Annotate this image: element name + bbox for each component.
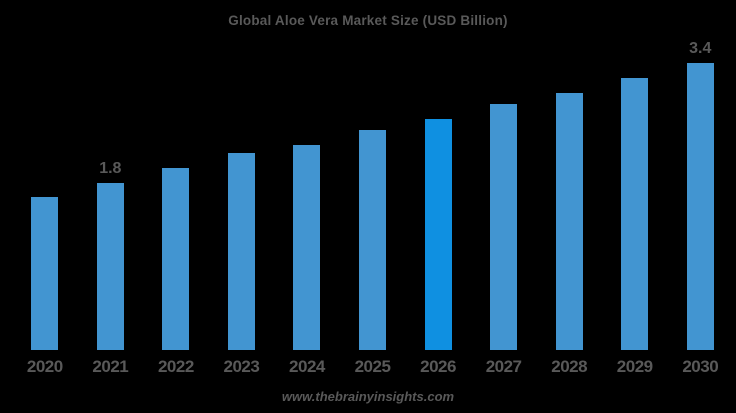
bar-group-2025 (340, 30, 406, 350)
bar-2025 (359, 130, 386, 350)
x-tick-2026: 2026 (420, 357, 456, 376)
bar-2027 (490, 104, 518, 350)
bar-group-2023 (209, 30, 275, 350)
x-tick-2022: 2022 (157, 357, 194, 376)
x-tick-2023: 2023 (223, 357, 260, 376)
bar-group-2027 (471, 30, 537, 350)
bar-2030 (686, 63, 714, 350)
bar-group-2020 (12, 30, 78, 350)
bar-2022 (162, 168, 190, 350)
bar-2026 (424, 119, 452, 350)
x-tick-2024: 2024 (289, 357, 325, 376)
x-tick-2029: 2029 (616, 357, 653, 376)
bar-group-2026 (405, 30, 471, 350)
bar-group-2030: 3.4 (667, 30, 733, 350)
bar-value-label-2021: 1.8 (99, 160, 122, 177)
bar-plot: 1.8 3.4 (12, 30, 733, 350)
bar-2028 (555, 93, 583, 350)
x-tick-2025: 2025 (354, 357, 391, 376)
x-tick-2030: 2030 (682, 357, 719, 376)
x-tick-2027: 2027 (485, 357, 522, 376)
bar-2024 (293, 145, 321, 350)
x-tick-2020: 2020 (26, 357, 63, 376)
x-tick-2021: 2021 (92, 357, 129, 376)
chart-title: Global Aloe Vera Market Size (USD Billio… (228, 13, 508, 28)
bar-2029 (621, 78, 649, 350)
x-tick-2028: 2028 (551, 357, 588, 376)
bar-group-2022 (143, 30, 209, 350)
bar-2021 (96, 183, 124, 350)
bar-2023 (227, 153, 255, 350)
x-axis: 2020 2021 2022 2023 2024 2025 2026 2027 2028 2029… (12, 357, 733, 377)
bar-value-label-2030: 3.4 (689, 40, 712, 57)
bar-2020 (31, 197, 59, 350)
watermark-url: www.thebrainyinsights.com (281, 389, 455, 404)
bar-group-2021: 1.8 (78, 30, 144, 350)
bar-group-2028 (536, 30, 602, 350)
bar-group-2024 (274, 30, 340, 350)
bar-group-2029 (602, 30, 668, 350)
